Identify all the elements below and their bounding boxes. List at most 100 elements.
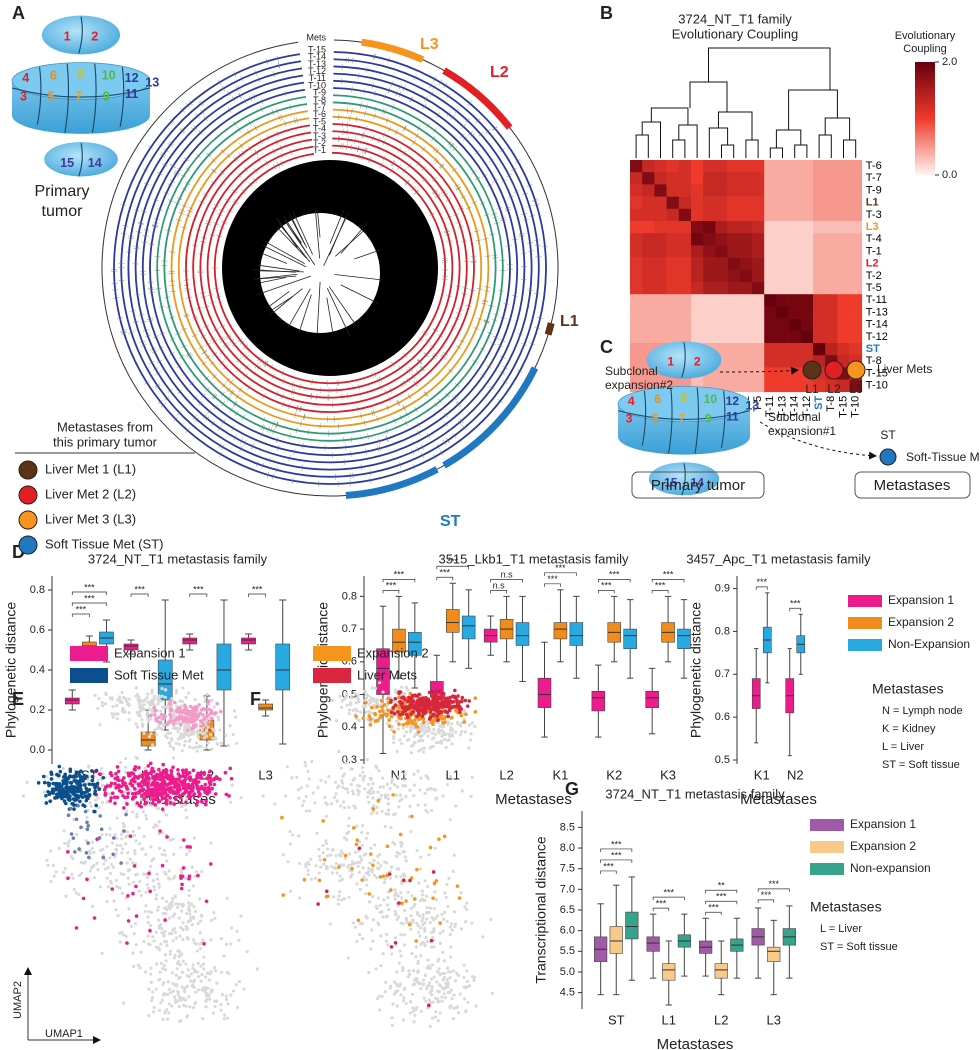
row-label: T-11: [866, 294, 887, 306]
umap-cell: [163, 918, 167, 922]
umap-cell: [225, 1016, 230, 1020]
umap-cell: [67, 839, 72, 843]
umap-cell: [223, 1013, 227, 1017]
ring-hatch: [526, 204, 533, 208]
umap-cell: [424, 999, 428, 1003]
heatmap-cell: [837, 184, 850, 197]
umap-cell: [139, 950, 143, 954]
box: [751, 678, 761, 709]
umap-cell: [462, 720, 467, 724]
ring-hatch: [299, 405, 302, 412]
umap-cell: [450, 732, 454, 736]
umap-cell: [122, 790, 127, 794]
umap-cell: [181, 921, 185, 925]
umap-cell: [370, 870, 374, 874]
umap-cell: [116, 913, 120, 918]
significance-label: ***: [663, 888, 674, 898]
umap-cell: [418, 934, 422, 938]
ring-hatch: [242, 353, 247, 358]
umap-cell: [411, 969, 416, 973]
umap-cell: [366, 831, 370, 836]
ring-hatch: [186, 209, 193, 213]
umap-cell: [164, 872, 168, 877]
x-tick-label: L1: [662, 1012, 676, 1027]
ring-hatch: [292, 389, 296, 396]
box: [182, 637, 198, 645]
umap-cell: [381, 785, 386, 789]
ring-hatch: [432, 146, 438, 152]
heatmap-cell: [825, 269, 838, 283]
umap-cell: [174, 999, 178, 1004]
umap-cell: [406, 975, 410, 979]
umap-cell: [152, 797, 156, 802]
umap-cell: [155, 877, 160, 881]
heatmap-cell: [630, 343, 643, 356]
umap-cell: [101, 775, 106, 780]
umap-cell: [178, 934, 182, 938]
umap-cell: [409, 829, 413, 834]
ring-hatch: [501, 179, 507, 183]
heatmap-cell: [788, 343, 802, 356]
umap-cell: [176, 768, 180, 772]
umap-cell: [196, 961, 200, 965]
ring-hatch: [156, 208, 163, 211]
umap-cell: [459, 927, 464, 931]
umap-cell: [355, 784, 360, 788]
umap-cell: [195, 949, 199, 953]
umap-cell: [179, 800, 183, 805]
umap-cell: [452, 969, 456, 973]
umap-cell: [196, 873, 200, 878]
ring-hatch: [432, 76, 437, 82]
ring-hatch: [243, 373, 249, 379]
ring-hatch: [187, 355, 194, 359]
umap-cell: [459, 713, 464, 718]
umap-cell: [150, 691, 154, 695]
heatmap-cell: [715, 257, 728, 271]
ring-hatch: [522, 218, 529, 221]
umap-cell: [131, 810, 135, 814]
heatmap-cell: [825, 282, 838, 295]
heatmap-cell: [788, 245, 802, 258]
umap-cell: [446, 983, 450, 987]
umap-cell: [204, 799, 208, 803]
ring-hatch: [432, 328, 439, 333]
umap-cell: [444, 746, 448, 750]
panel-label: G: [565, 779, 579, 799]
ring: [177, 115, 483, 421]
ring-hatch: [294, 412, 297, 419]
significance-bracket: [652, 907, 670, 912]
umap-cell: [172, 710, 177, 714]
umap-cell: [105, 899, 109, 904]
umap-cell: [205, 971, 210, 975]
box: [515, 622, 530, 646]
ring-hatch: [465, 118, 470, 123]
umap-cell: [121, 821, 125, 825]
heatmap-cell: [630, 306, 643, 319]
umap-cell: [160, 831, 165, 835]
box: [662, 963, 676, 981]
umap-cell: [108, 696, 112, 700]
umap-cell: [97, 697, 101, 701]
row-label: T-13: [866, 306, 888, 318]
ring-hatch: [360, 102, 362, 109]
ring-hatch: [423, 330, 429, 335]
umap-cell: [85, 877, 89, 882]
umap-cell: [448, 990, 452, 995]
umap-cell: [204, 802, 208, 807]
umap-cell: [347, 863, 351, 867]
heatmap-cell: [825, 245, 838, 258]
heatmap-cell: [630, 221, 643, 234]
ring-hatch: [188, 206, 194, 210]
umap-cell: [376, 854, 380, 858]
umap-cell: [371, 895, 375, 899]
umap-cell: [454, 708, 458, 712]
umap-cell: [224, 997, 229, 1002]
arrow: [719, 366, 799, 375]
significance-label: ***: [768, 879, 779, 889]
umap-cell: [324, 814, 328, 818]
ring: [134, 72, 526, 464]
ring-hatch: [434, 148, 440, 154]
umap-cell: [430, 985, 434, 989]
umap-cell: [419, 722, 423, 726]
ring-hatch: [413, 381, 418, 387]
